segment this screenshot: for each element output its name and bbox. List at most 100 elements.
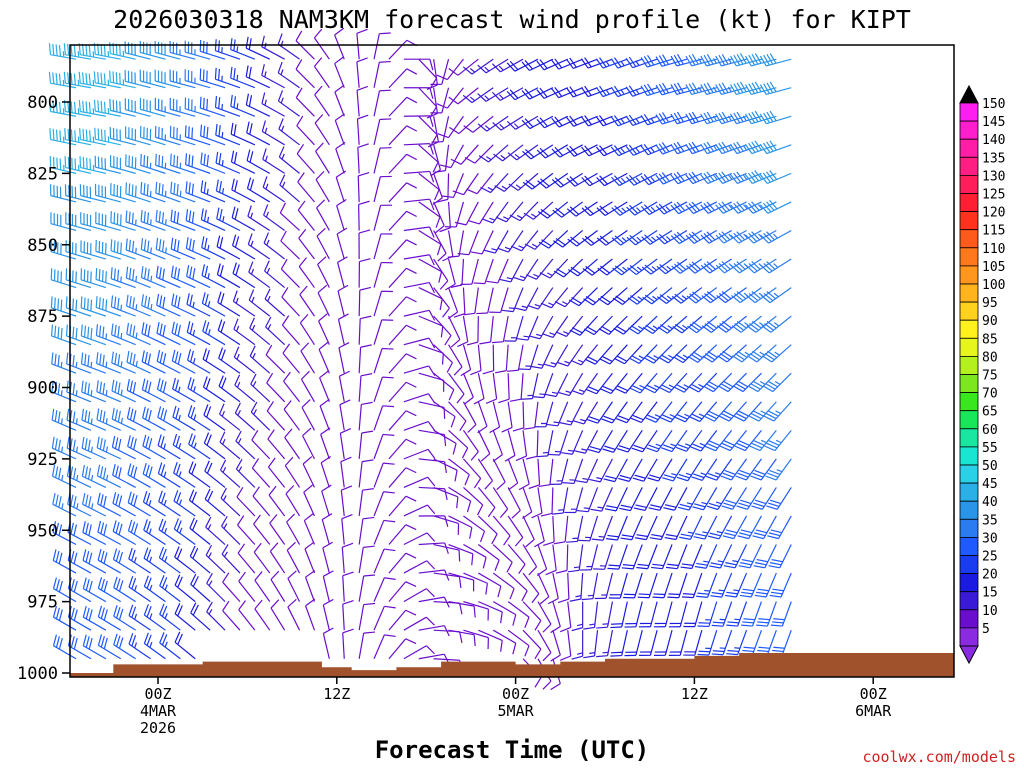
wind-barb [110,183,136,203]
wind-barb [607,544,628,570]
wind-barb [50,240,77,260]
wind-barb [388,125,418,146]
wind-barb [506,58,539,72]
wind-barb [172,377,196,403]
wind-barb [142,462,166,488]
wind-barb [79,184,106,203]
wind-barb [125,266,151,289]
colorbar-swatch [959,355,979,375]
wind-barb [173,518,196,546]
wind-barb [477,87,509,102]
wind-barb [664,515,688,541]
wind-barb [744,170,777,185]
wind-barb [536,87,568,99]
wind-barb [313,28,330,60]
wind-barb [619,487,643,512]
wind-barb [126,379,151,403]
colorbar-label: 5 [982,622,990,637]
wind-barb [431,116,450,143]
wind-barb [611,172,643,187]
wind-barb [418,344,444,365]
wind-barb [403,476,436,488]
wind-barb [49,128,77,146]
wind-barb [51,380,77,403]
credit-link[interactable]: coolwx.com/models [862,748,1016,766]
wind-barb [334,27,345,60]
wind-barb [454,201,479,226]
wind-barb [335,141,346,174]
wind-barb [316,227,330,260]
wind-barb [697,601,718,628]
wind-barb [322,627,334,659]
wind-barb [600,372,628,395]
wind-barb [190,573,211,603]
terrain-fill [70,653,954,677]
wind-barb [156,293,181,317]
wind-barb [373,60,391,88]
wind-barb [170,237,196,260]
wind-barb [532,373,554,399]
wind-barb [247,205,271,231]
wind-barb [140,266,166,289]
wind-barb [50,324,77,346]
wind-barb [157,434,181,460]
wind-barb [358,602,376,631]
colorbar-label: 75 [982,369,998,384]
wind-barb [206,573,226,603]
wind-barb [186,293,211,317]
wind-barb [610,630,628,657]
wind-barb [685,171,717,185]
wind-barb [562,458,584,485]
wind-barb [222,600,241,631]
wind-barb [174,603,196,631]
wind-barb [581,144,613,157]
wind-barb [583,287,613,306]
wind-barb [127,463,151,488]
wind-barb [433,543,461,562]
x-tick-label: 12Z [323,685,350,703]
wind-barb [221,544,241,574]
wind-barb [477,115,509,132]
wind-barb [158,546,181,574]
wind-barb [625,172,658,186]
wind-barb [557,573,570,604]
wind-barb [652,572,673,599]
wind-barb [264,260,286,289]
wind-barb [510,230,539,252]
colorbar-swatch [959,211,979,231]
wind-barb [504,430,516,462]
wind-barb [721,487,748,510]
wind-barb [403,281,435,294]
wind-barb [155,265,181,289]
wind-barb [49,184,77,203]
wind-barb [489,287,509,314]
wind-barb [426,87,439,119]
colorbar-label: 10 [982,604,998,619]
wind-barb [497,230,524,253]
wind-barb [403,532,436,546]
wind-barb [403,309,436,321]
wind-barb [373,405,395,431]
wind-barb [388,581,417,603]
wind-barb [599,344,628,365]
wind-barb [245,65,271,89]
wind-barb [597,287,628,306]
wind-barb [283,371,301,403]
wind-barb [507,344,524,372]
wind-barb [373,204,393,231]
colorbar-label: 100 [982,278,1005,293]
wind-barb [700,171,732,185]
wind-barb [670,201,703,215]
wind-barb [448,543,474,566]
wind-barb [655,172,688,185]
wind-barb [199,68,226,89]
wind-barb [95,239,121,260]
wind-barb [539,258,569,279]
wind-barb [686,258,718,274]
wind-barb [52,577,77,603]
wind-barb [111,435,136,460]
wind-barb [536,58,568,71]
wind-barb [314,85,330,117]
wind-barb [388,524,417,545]
wind-barb [388,68,418,89]
